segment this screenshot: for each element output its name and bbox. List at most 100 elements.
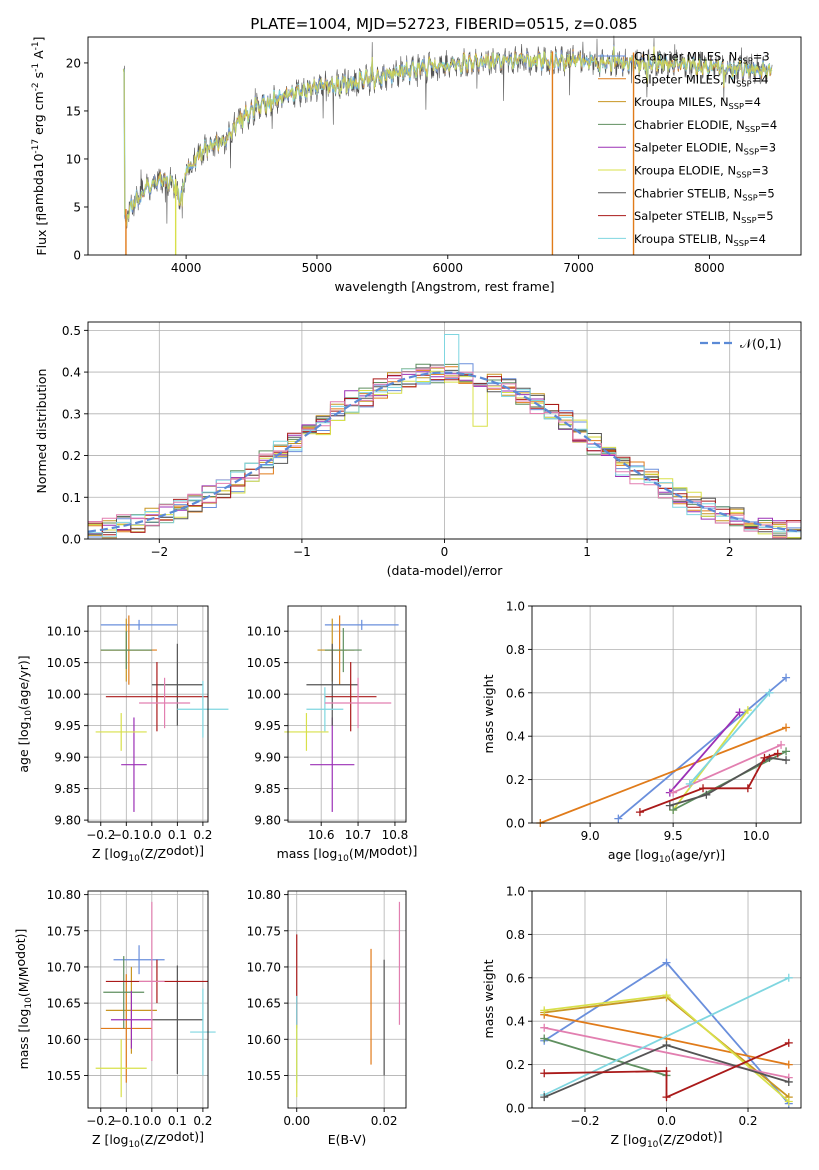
y-tick-label: 9.90: [54, 751, 81, 765]
x-tick-label: 8000: [694, 261, 725, 275]
legend-entry: Kroupa MILES, NSSP=4: [634, 95, 761, 111]
x-tick-label: 0.1: [168, 1114, 187, 1128]
x-axis-label: Z [log10(Z/Zodot)]: [92, 1129, 204, 1150]
x-axis-label: age [log10(age/yr)]: [608, 847, 725, 865]
y-tick-label: 1.0: [506, 600, 525, 614]
weight-point-marker: [782, 747, 791, 756]
weight-point-marker: [760, 753, 769, 762]
weight-point-marker: [662, 958, 671, 967]
weight-series-line: [539, 726, 787, 824]
x-tick-label: 0.1: [168, 828, 187, 842]
weight-series-line: [543, 976, 790, 1096]
weight-point-marker: [662, 1041, 671, 1050]
y-axis-label: Flux [flambda10-17 erg cm-2 s-1 A-1]: [31, 36, 49, 255]
x-tick-label: 1: [583, 545, 591, 559]
axes-frame: [287, 605, 407, 823]
y-tick-label: 1.0: [506, 885, 525, 899]
weight-point-marker: [669, 805, 678, 814]
y-tick-label: 0.4: [506, 730, 525, 744]
y-tick-label: 9.95: [254, 719, 281, 733]
weight-point-marker: [777, 740, 786, 749]
weight-point-marker: [743, 784, 752, 793]
panel-age-vs-mass: 10.6 10.7 10.8 9.80 9.85 9.90 9.95 10.00 10.05 10…: [247, 605, 418, 864]
legend-entry: 𝒩(0,1): [740, 336, 782, 351]
x-tick-label: 2: [726, 545, 734, 559]
y-tick-label: 0.8: [506, 643, 525, 657]
x-tick-label: 0.2: [738, 1114, 757, 1128]
weight-point-marker: [669, 788, 678, 797]
y-tick-label: 0.0: [506, 817, 525, 831]
x-axis-label: E(B-V): [328, 1132, 367, 1147]
x-tick-label: −0.1: [112, 1114, 141, 1128]
legend-entry: Kroupa STELIB, NSSP=4: [634, 232, 766, 248]
y-tick-label: 10.65: [247, 997, 281, 1011]
y-axis-label: age [log10(age/yr)]: [16, 655, 34, 772]
legend-entry: Salpeter MILES, NSSP=4: [634, 72, 769, 88]
x-tick-label: 9.5: [664, 829, 683, 843]
y-tick-label: 9.80: [54, 814, 81, 828]
weight-point-marker: [784, 1097, 793, 1106]
histogram-series-line: [88, 334, 801, 538]
weight-point-marker: [699, 784, 708, 793]
y-tick-label: 10: [66, 152, 81, 166]
x-tick-label: 0.0: [657, 1114, 676, 1128]
x-axis-label: (data-model)/error: [387, 563, 504, 578]
weight-point-marker: [743, 706, 752, 715]
legend-entry: Chabrier STELIB, NSSP=5: [634, 186, 775, 202]
y-tick-label: 0.2: [62, 449, 81, 463]
x-tick-label: 10.7: [345, 828, 372, 842]
panel-weight-vs-z: −0.2 0.0 0.2 0.0 0.2 0.4 0.6 0.8 1.0 Z [log10(Z/Z…: [481, 885, 802, 1150]
y-tick-label: 10.65: [47, 997, 81, 1011]
weight-series-line: [617, 676, 787, 820]
y-tick-label: 9.85: [254, 782, 281, 796]
y-tick-label: 10.70: [247, 960, 281, 974]
x-tick-label: −0.2: [570, 1114, 599, 1128]
weight-series-line: [689, 692, 771, 785]
weight-point-marker: [540, 1034, 549, 1043]
weight-point-marker: [782, 723, 791, 732]
legend-entry: Chabrier MILES, NSSP=3: [634, 50, 770, 66]
x-tick-label: 4000: [171, 261, 202, 275]
x-tick-label: 10.8: [382, 828, 409, 842]
weight-series-line: [544, 1042, 790, 1099]
weight-series-line: [672, 744, 782, 794]
x-axis-label: mass [log10(M/Modot)]: [277, 843, 418, 864]
legend-entry: Kroupa ELODIE, NSSP=3: [634, 164, 769, 180]
y-tick-label: 10.80: [247, 888, 281, 902]
y-tick-label: 0.4: [506, 1015, 525, 1029]
y-tick-label: 0.5: [62, 324, 81, 338]
legend-entry: Salpeter ELODIE, NSSP=3: [634, 141, 776, 157]
weight-point-marker: [540, 1069, 549, 1078]
y-tick-label: 9.80: [254, 814, 281, 828]
y-tick-label: 10.55: [47, 1069, 81, 1083]
weight-point-marker: [685, 779, 694, 788]
x-tick-label: 0: [441, 545, 449, 559]
y-tick-label: 0.0: [62, 533, 81, 547]
x-tick-label: 9.0: [581, 829, 600, 843]
panel-mass-vs-ebv: 0.00 0.02 10.55 10.60 10.65 10.70 10.75 10.80 E(…: [247, 888, 407, 1147]
y-tick-label: 0.2: [506, 773, 525, 787]
y-tick-label: 0.1: [62, 491, 81, 505]
y-axis-label: mass weight: [481, 959, 496, 1038]
x-tick-label: 0.0: [142, 828, 161, 842]
x-tick-label: −0.2: [86, 1114, 115, 1128]
weight-series-line: [669, 756, 787, 807]
x-tick-label: −2: [150, 545, 168, 559]
axes-frame: [287, 890, 407, 1109]
y-tick-label: 9.85: [54, 782, 81, 796]
y-tick-label: 20: [66, 56, 81, 70]
x-axis-label: Z [log10(Z/Zodot)]: [92, 843, 204, 864]
y-tick-label: 0.2: [506, 1058, 525, 1072]
model-spectrum-line: [122, 46, 773, 227]
x-tick-label: 10.6: [308, 828, 335, 842]
x-tick-label: −1: [293, 545, 311, 559]
panel-spectrum: 4000 5000 6000 7000 8000 0 5 10 15 20 wavelength […: [31, 35, 802, 294]
legend-entry: Chabrier ELODIE, NSSP=4: [634, 118, 777, 134]
y-tick-label: 10.60: [247, 1033, 281, 1047]
panel-mass-vs-z: −0.2−0.1 0.0 0.1 0.2 10.55 10.60 10.65 10.70 10.…: [13, 888, 216, 1150]
weight-point-marker: [662, 1093, 671, 1102]
weight-point-marker: [773, 749, 782, 758]
y-axis-label: Normed distribution: [34, 369, 49, 494]
y-tick-label: 10.60: [47, 1033, 81, 1047]
